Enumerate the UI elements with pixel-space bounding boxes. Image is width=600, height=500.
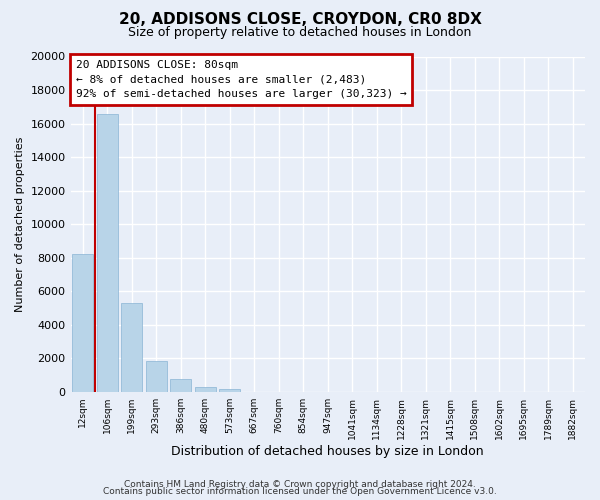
Bar bbox=[220, 389, 240, 392]
X-axis label: Distribution of detached houses by size in London: Distribution of detached houses by size … bbox=[172, 444, 484, 458]
Bar bbox=[170, 378, 191, 392]
Text: Contains public sector information licensed under the Open Government Licence v3: Contains public sector information licen… bbox=[103, 488, 497, 496]
Text: Size of property relative to detached houses in London: Size of property relative to detached ho… bbox=[128, 26, 472, 39]
Bar bbox=[73, 254, 93, 392]
Bar bbox=[121, 303, 142, 392]
Bar bbox=[146, 361, 167, 392]
Bar bbox=[97, 114, 118, 392]
Text: 20, ADDISONS CLOSE, CROYDON, CR0 8DX: 20, ADDISONS CLOSE, CROYDON, CR0 8DX bbox=[119, 12, 481, 28]
Text: Contains HM Land Registry data © Crown copyright and database right 2024.: Contains HM Land Registry data © Crown c… bbox=[124, 480, 476, 489]
Y-axis label: Number of detached properties: Number of detached properties bbox=[15, 136, 25, 312]
Text: 20 ADDISONS CLOSE: 80sqm
← 8% of detached houses are smaller (2,483)
92% of semi: 20 ADDISONS CLOSE: 80sqm ← 8% of detache… bbox=[76, 60, 406, 100]
Bar bbox=[195, 387, 215, 392]
